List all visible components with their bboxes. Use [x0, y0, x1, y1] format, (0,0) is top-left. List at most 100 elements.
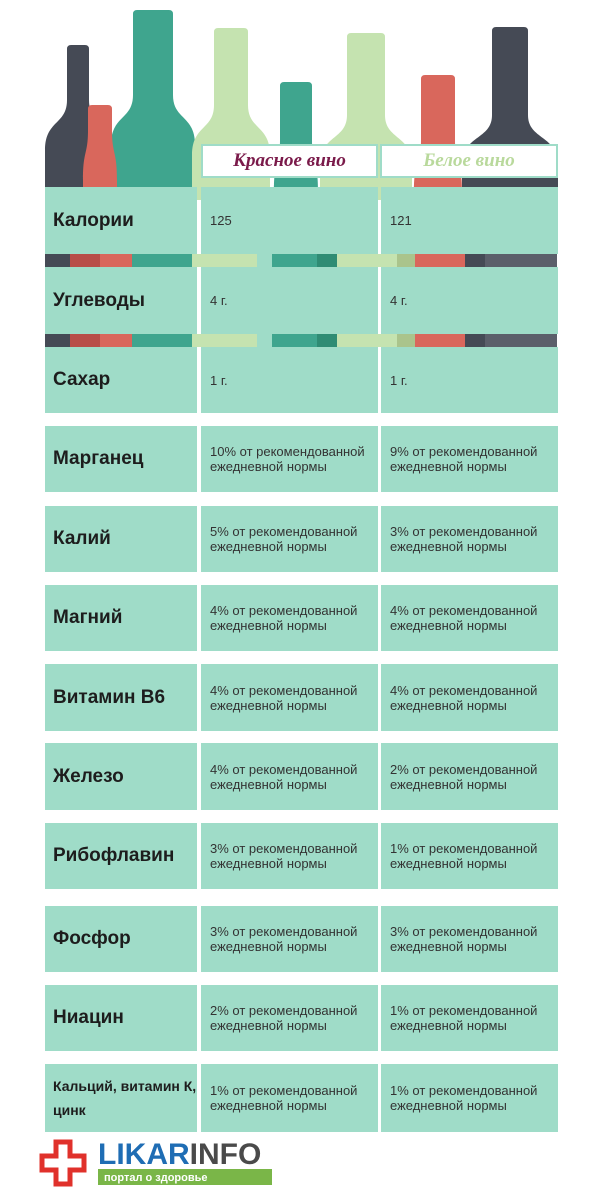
value-cell: 4 г. — [201, 267, 378, 334]
value-cell: 5% от рекомендованной ежедневной нормы — [201, 506, 378, 572]
value-text: 4% от рекомендованной ежедневной нормы — [390, 682, 538, 713]
bottle — [414, 75, 462, 200]
stripe — [272, 334, 317, 347]
value-cell: 2% от рекомендованной ежедневной нормы — [381, 743, 558, 810]
value-text: 3% от рекомендованной ежедневной нормы — [390, 924, 538, 954]
stripe — [257, 254, 272, 267]
value-cell: 1% от рекомендованной ежедневной нормы — [381, 823, 558, 889]
value-cell: 4 г. — [381, 267, 558, 334]
value-text: 9% от рекомендованной ежедневной нормы — [390, 444, 538, 474]
row-label: Калий — [53, 528, 111, 549]
value-text: 4% от рекомендованной ежедневной нормы — [210, 603, 358, 633]
stripe — [337, 254, 397, 267]
logo-brand: LIKARINFO — [98, 1138, 261, 1171]
stripe — [397, 254, 415, 267]
bottle — [111, 10, 195, 200]
value-text: 121 — [390, 213, 412, 228]
stripe — [100, 334, 132, 347]
value-text: 4% от рекомендованной ежедневной нормы — [390, 603, 538, 633]
logo-cross — [39, 1139, 87, 1187]
value-cell: 3% от рекомендованной ежедневной нормы — [381, 906, 558, 972]
value-cell: 121 — [381, 187, 558, 254]
row-label-cell: Марганец — [45, 426, 197, 492]
value-cell: 125 — [201, 187, 378, 254]
stripe — [100, 254, 132, 267]
row-label-cell: Рибофлавин — [45, 823, 197, 889]
row-label: Калории — [53, 209, 134, 231]
row-label: Сахар — [53, 369, 111, 390]
value-cell: 1 г. — [201, 347, 378, 413]
row-label-cell: Сахар — [45, 347, 197, 413]
value-text: 4% от рекомендованной ежедневной нормы — [210, 682, 358, 713]
value-text: 1% от рекомендованной ежедневной нормы — [390, 1003, 538, 1033]
logo-tagline: портал о здоровье — [104, 1172, 208, 1184]
stripe — [272, 254, 317, 267]
column-header: Красное вино — [201, 144, 378, 178]
value-cell: 9% от рекомендованной ежедневной нормы — [381, 426, 558, 492]
value-text: 2% от рекомендованной ежедневной нормы — [390, 761, 538, 792]
stripe — [317, 254, 337, 267]
stripe — [317, 334, 337, 347]
row-label: Кальций, витамин К, цинк — [53, 1078, 197, 1118]
logo-brand-right: INFO — [190, 1138, 262, 1171]
row-label-cell: Ниацин — [45, 985, 197, 1051]
row-label-cell: Кальций, витамин К, цинк — [45, 1064, 197, 1132]
row-label-cell: Магний — [45, 585, 197, 651]
row-label: Ниацин — [53, 1007, 124, 1028]
stripe — [257, 334, 272, 347]
value-cell: 4% от рекомендованной ежедневной нормы — [381, 585, 558, 651]
stripe — [415, 254, 465, 267]
value-text: 1 г. — [210, 372, 228, 388]
stripe — [337, 334, 397, 347]
value-text: 1% от рекомендованной ежедневной нормы — [390, 841, 538, 871]
value-text: 1 г. — [390, 372, 408, 388]
row-label-cell: Калий — [45, 506, 197, 572]
stripe — [45, 254, 70, 267]
value-text: 1% от рекомендованной ежедневной нормы — [390, 1083, 538, 1113]
value-cell: 4% от рекомендованной ежедневной нормы — [201, 585, 378, 651]
stripe — [132, 334, 192, 347]
value-text: 4 г. — [390, 293, 408, 308]
row-label: Рибофлавин — [53, 845, 175, 866]
row-label: Марганец — [53, 448, 144, 469]
logo-tagline-bg — [98, 1169, 272, 1185]
value-cell: 4% от рекомендованной ежедневной нормы — [381, 664, 558, 731]
row-label: Углеводы — [53, 289, 145, 311]
value-cell: 2% от рекомендованной ежедневной нормы — [201, 985, 378, 1051]
value-text: 3% от рекомендованной ежедневной нормы — [210, 841, 358, 871]
value-cell: 1 г. — [381, 347, 558, 413]
row-label-cell: Углеводы — [45, 267, 197, 334]
row-label: Фосфор — [53, 928, 131, 949]
row-label-cell: Витамин B6 — [45, 664, 197, 731]
value-text: 10% от рекомендованной ежедневной нормы — [210, 444, 365, 474]
row-label: Витамин B6 — [53, 686, 166, 708]
value-cell: 1% от рекомендованной ежедневной нормы — [381, 1064, 558, 1132]
row-label-cell: Калории — [45, 187, 197, 254]
bottle — [83, 105, 117, 200]
value-cell: 3% от рекомендованной ежедневной нормы — [381, 506, 558, 572]
value-text: 125 — [210, 213, 232, 228]
row-label: Магний — [53, 607, 123, 628]
value-cell: 3% от рекомендованной ежедневной нормы — [201, 906, 378, 972]
row-label: Железо — [53, 765, 124, 787]
stripe — [485, 254, 557, 267]
bottle — [274, 82, 318, 200]
value-cell: 10% от рекомендованной ежедневной нормы — [201, 426, 378, 492]
value-text: 4% от рекомендованной ежедневной нормы — [210, 761, 358, 792]
logo-brand-left: LIKAR — [98, 1138, 190, 1171]
stripe — [192, 254, 257, 267]
stripe — [465, 254, 485, 267]
stripe — [465, 334, 485, 347]
value-cell: 1% от рекомендованной ежедневной нормы — [381, 985, 558, 1051]
value-cell: 3% от рекомендованной ежедневной нормы — [201, 823, 378, 889]
value-text: 2% от рекомендованной ежедневной нормы — [210, 1003, 358, 1033]
row-label-cell: Фосфор — [45, 906, 197, 972]
value-text: 3% от рекомендованной ежедневной нормы — [210, 924, 358, 954]
value-text: 5% от рекомендованной ежедневной нормы — [210, 524, 358, 554]
column-header: Белое вино — [380, 144, 558, 178]
stripe — [485, 334, 557, 347]
value-text: 1% от рекомендованной ежедневной нормы — [210, 1083, 358, 1113]
value-cell: 4% от рекомендованной ежедневной нормы — [201, 664, 378, 731]
stripe — [397, 334, 415, 347]
